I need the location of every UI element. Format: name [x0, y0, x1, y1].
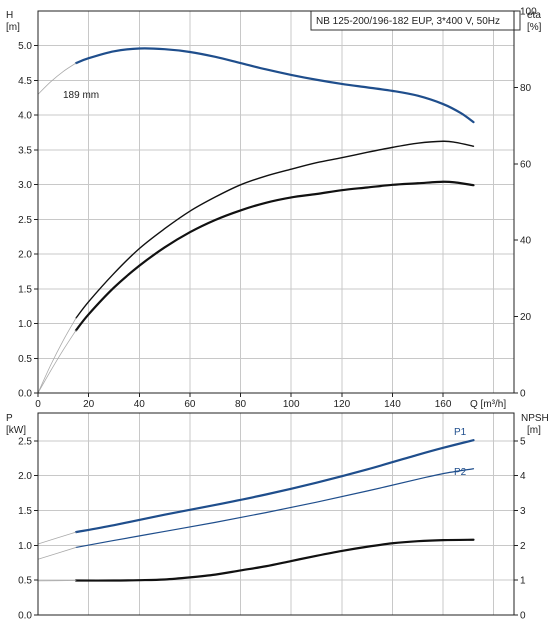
bottom-chart-panel: P [kW] NPSH [m] 0.0 0.5 1.0 1.5 2.0 2.5 0 1 2 3 4… [6, 412, 549, 622]
bottom-grid [38, 413, 514, 615]
y-left-tick-label: 4.5 [18, 76, 32, 87]
bottom-y-left-ticks: 0.0 0.5 1.0 1.5 2.0 2.5 [18, 436, 38, 622]
series-line-eta-bottom-ext [37, 329, 77, 394]
y-right-tick-label: 1 [520, 576, 526, 587]
x-tick-label: 120 [333, 399, 350, 410]
top-y-left-label-2: [m] [6, 22, 20, 33]
y-right-tick-label: 100 [520, 7, 537, 18]
series-line-eta-top [75, 140, 475, 319]
y-right-tick-label: 60 [520, 159, 532, 170]
y-right-tick-label: 5 [520, 436, 526, 447]
y-left-tick-label: 5.0 [18, 41, 32, 52]
y-right-tick-label: 0 [520, 611, 526, 622]
top-chart-panel: H [m] eta [%] NB 125-200/196-182 EUP, 3*… [6, 7, 542, 411]
y-right-tick-label: 3 [520, 506, 526, 517]
bottom-y-right-ticks: 0 1 2 3 4 5 [514, 436, 526, 622]
y-left-tick-label: 4.0 [18, 111, 32, 122]
impeller-diameter-annotation: 189 mm [63, 90, 99, 101]
top-y-right-ticks: 0 20 40 60 80 100 [514, 7, 537, 400]
top-plot-frame [37, 10, 515, 394]
y-right-tick-label: 80 [520, 83, 532, 94]
y-left-tick-label: 1.0 [18, 319, 32, 330]
bottom-y-left-label-1: P [6, 413, 13, 424]
y-left-tick-label: 2.5 [18, 215, 32, 226]
top-grid [38, 11, 514, 393]
x-tick-label: 0 [35, 399, 41, 410]
series-line-p1 [74, 439, 475, 534]
y-left-tick-label: 2.0 [18, 471, 32, 482]
top-y-left-ticks: 0.0 0.5 1.0 1.5 2.0 2.5 3.0 3.5 4.0 4.5 5.0 [18, 41, 38, 400]
series-line-eta-top-ext [37, 317, 77, 394]
x-tick-label: 40 [134, 399, 146, 410]
y-left-tick-label: 0.5 [18, 354, 32, 365]
y-left-tick-label: 0.0 [18, 389, 32, 400]
y-left-tick-label: 1.5 [18, 506, 32, 517]
y-right-tick-label: 40 [520, 236, 532, 247]
x-axis-label: Q [m³/h] [470, 399, 506, 410]
y-right-tick-label: 0 [520, 389, 526, 400]
bottom-y-left-label-2: [kW] [6, 425, 26, 436]
y-left-tick-label: 0.5 [18, 576, 32, 587]
series-label-p2: P2 [454, 467, 467, 478]
bottom-series-group [37, 439, 475, 582]
series-line-p2 [75, 468, 475, 549]
series-line-p2-ext [37, 547, 77, 560]
top-series-group [37, 47, 475, 394]
y-right-tick-label: 20 [520, 312, 532, 323]
x-tick-label: 60 [184, 399, 196, 410]
series-line-h-ext [37, 62, 77, 95]
x-tick-label: 80 [235, 399, 247, 410]
y-left-tick-label: 3.0 [18, 180, 32, 191]
x-tick-label: 20 [83, 399, 95, 410]
y-right-tick-label: 4 [520, 471, 526, 482]
bottom-y-right-label-2: [m] [527, 425, 541, 436]
y-left-tick-label: 1.5 [18, 284, 32, 295]
series-line-h [74, 47, 475, 124]
series-line-p1-ext [37, 531, 77, 545]
top-x-ticks: 0 20 40 60 80 100 120 140 160 [35, 393, 452, 410]
series-line-eta-bottom [74, 180, 475, 332]
series-line-npsh [74, 538, 475, 582]
chart-title: NB 125-200/196-182 EUP, 3*400 V, 50Hz [316, 16, 500, 27]
series-label-p1: P1 [454, 427, 467, 438]
y-left-tick-label: 3.5 [18, 145, 32, 156]
top-y-left-label-1: H [6, 10, 13, 21]
bottom-y-right-label-1: NPSH [521, 413, 549, 424]
y-left-tick-label: 2.5 [18, 436, 32, 447]
y-left-tick-label: 1.0 [18, 541, 32, 552]
x-tick-label: 160 [435, 399, 452, 410]
bottom-plot-frame [37, 412, 515, 616]
x-tick-label: 140 [384, 399, 401, 410]
y-left-tick-label: 2.0 [18, 250, 32, 261]
top-y-right-label-1: eta [527, 10, 541, 21]
y-right-tick-label: 2 [520, 541, 526, 552]
x-tick-label: 100 [283, 399, 300, 410]
top-y-right-label-2: [%] [527, 22, 542, 33]
y-left-tick-label: 0.0 [18, 611, 32, 622]
